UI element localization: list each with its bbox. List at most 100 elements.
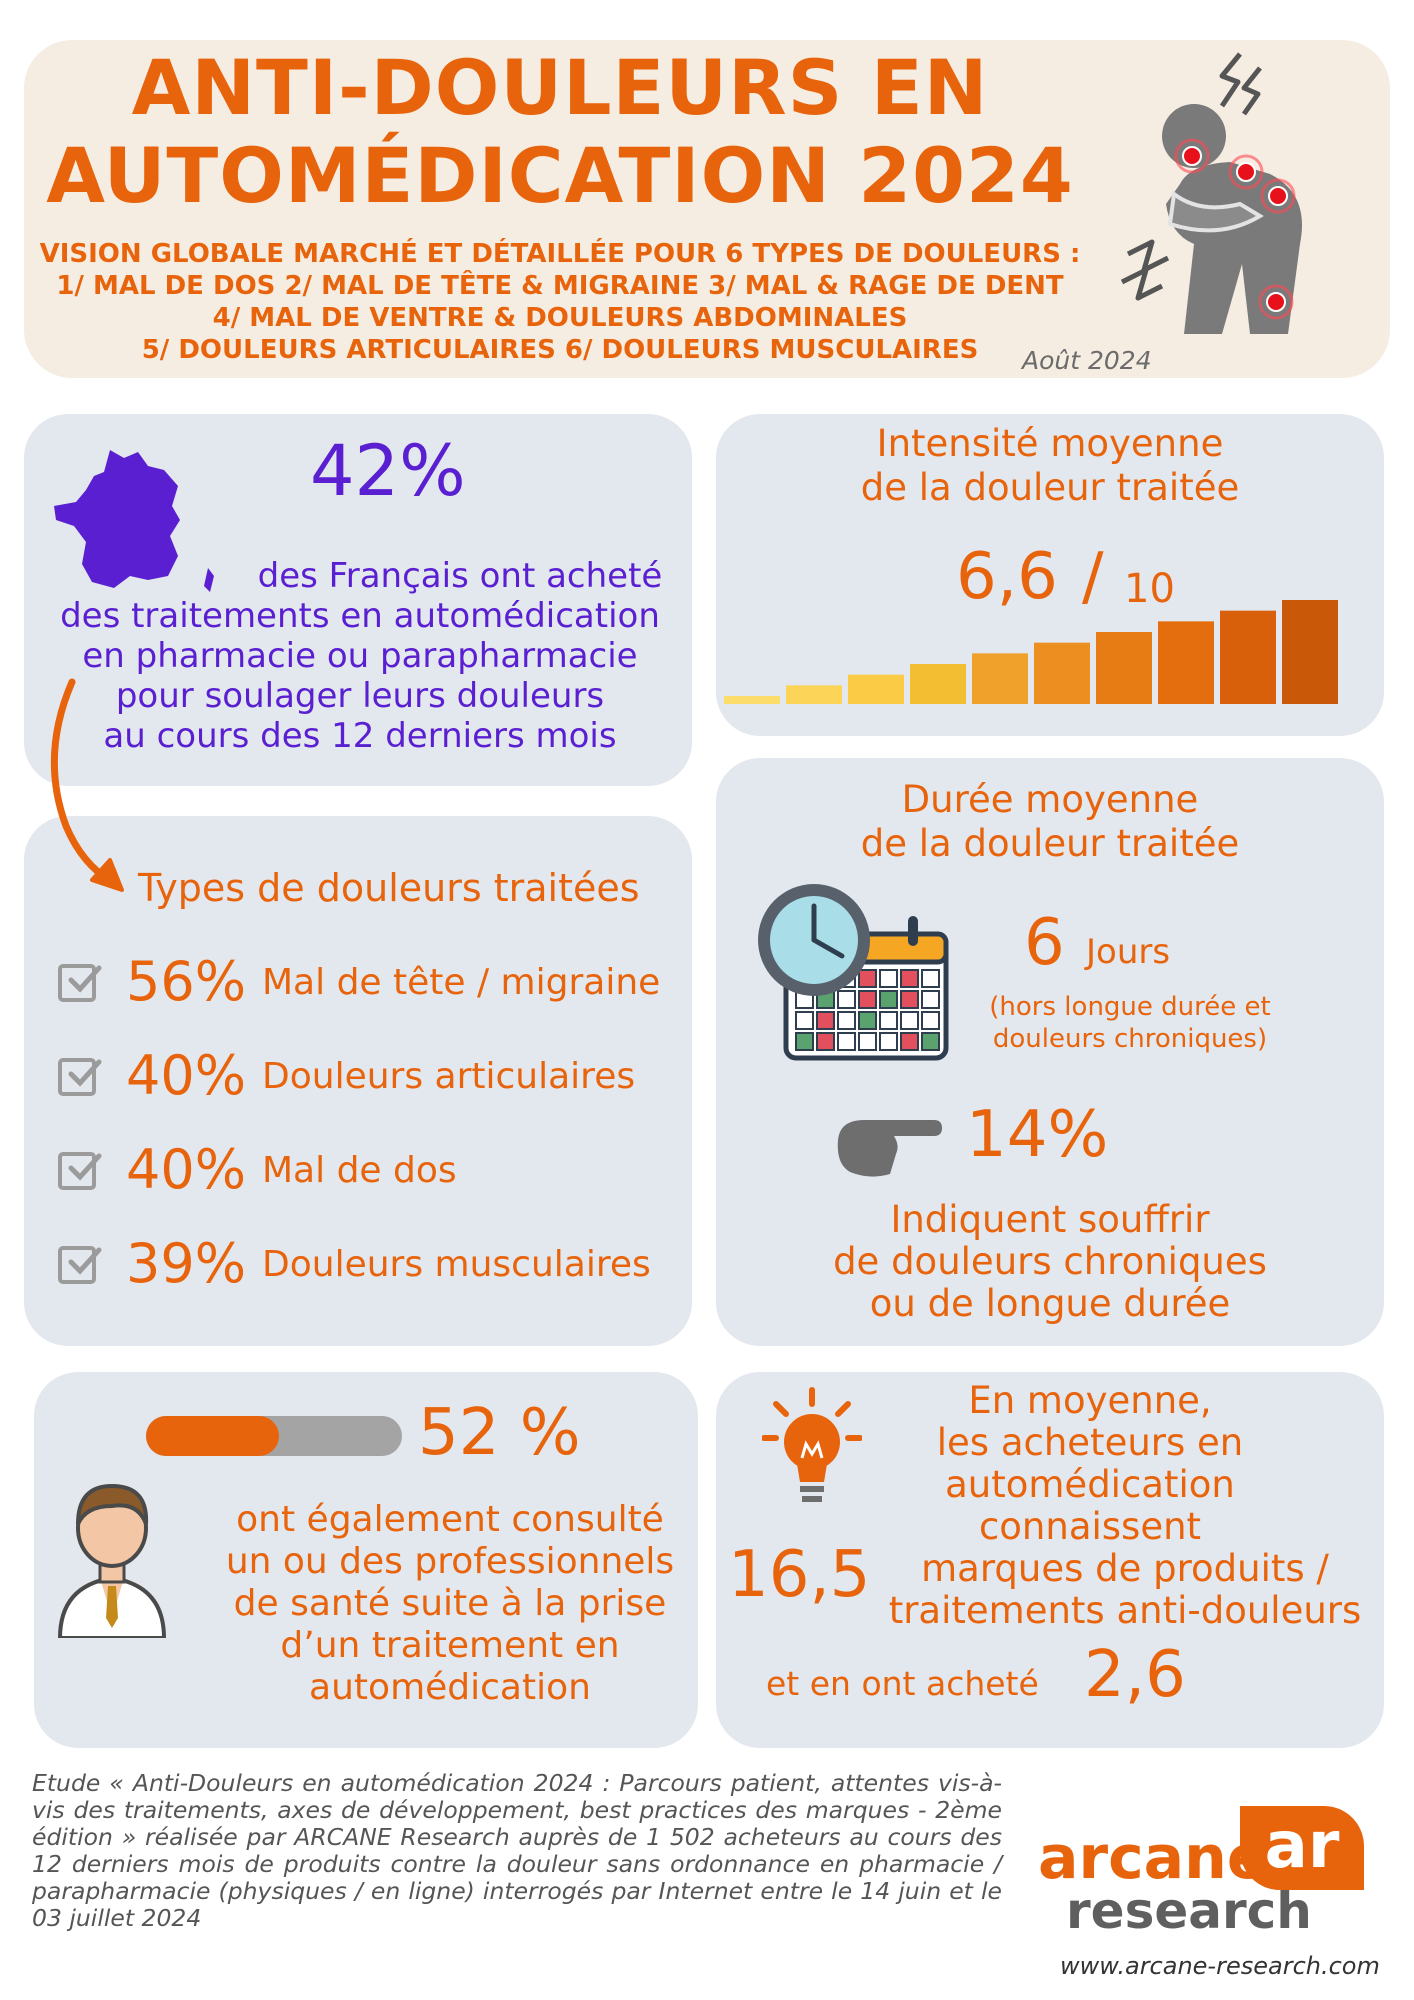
purchase-value: 42% bbox=[310, 430, 466, 512]
intensity-title-1: Intensité moyenne bbox=[876, 422, 1224, 465]
types-card bbox=[24, 816, 692, 1346]
check-icon bbox=[58, 1058, 102, 1096]
duration-value: 6 bbox=[1024, 906, 1065, 980]
calendar-cell bbox=[900, 1032, 919, 1051]
calendar-cell bbox=[795, 1032, 814, 1051]
brands-known-value: 16,5 bbox=[728, 1538, 871, 1612]
intensity-bar bbox=[1220, 610, 1276, 704]
pointing-hand-icon bbox=[837, 1120, 942, 1177]
calendar-cell bbox=[837, 990, 856, 1009]
subtitle-line-4: 5/ DOULEURS ARTICULAIRES 6/ DOULEURS MUS… bbox=[141, 335, 979, 365]
types-title: Types de douleurs traitées bbox=[138, 866, 640, 910]
calendar-cell bbox=[879, 990, 898, 1009]
consult-text-4: d’un traitement en bbox=[280, 1625, 620, 1666]
calendar-cell bbox=[921, 969, 940, 988]
consult-progress-track bbox=[146, 1416, 402, 1456]
consult-text-1: ont également consulté bbox=[236, 1499, 664, 1540]
brands-known-text-1: marques de produits / bbox=[921, 1547, 1329, 1590]
calendar-cell bbox=[795, 1011, 814, 1030]
brands-text-4: connaissent bbox=[978, 1505, 1202, 1548]
type-pct-1: 56% bbox=[126, 950, 247, 1013]
pain-person-icon bbox=[1120, 52, 1302, 334]
study-footnote: Etude « Anti-Douleurs en automédication … bbox=[32, 1769, 1002, 1932]
consult-text-5: automédication bbox=[309, 1667, 591, 1708]
intensity-bar bbox=[1158, 621, 1214, 704]
chronic-value: 14% bbox=[966, 1098, 1109, 1172]
calendar-cell bbox=[858, 969, 877, 988]
header-banner bbox=[24, 40, 1390, 378]
type-pct-2: 40% bbox=[126, 1044, 247, 1107]
intensity-bar bbox=[848, 674, 904, 704]
france-map-icon bbox=[54, 450, 214, 592]
logo-mark: ar bbox=[1240, 1806, 1364, 1890]
intensity-bar bbox=[1282, 600, 1338, 704]
subtitle-line-2: 1/ MAL DE DOS 2/ MAL DE TÊTE & MIGRAINE … bbox=[56, 271, 1064, 301]
duration-title-2: de la douleur traitée bbox=[860, 822, 1240, 865]
arrow-down-icon bbox=[50, 678, 124, 892]
intensity-bar bbox=[786, 685, 842, 704]
consult-text-3: de santé suite à la prise bbox=[233, 1583, 667, 1624]
calendar-cell bbox=[816, 1032, 835, 1051]
website-link[interactable]: www.arcane-research.com bbox=[1060, 1952, 1380, 1980]
intensity-bar bbox=[724, 696, 780, 704]
check-icon bbox=[58, 1246, 102, 1284]
title-line-1: ANTI-DOULEURS EN bbox=[131, 43, 989, 132]
logo-word-research: research bbox=[1066, 1882, 1312, 1940]
chronic-text-3: ou de longue durée bbox=[869, 1282, 1231, 1325]
duration-note-2: douleurs chroniques) bbox=[992, 1024, 1268, 1054]
calendar-cell bbox=[858, 1011, 877, 1030]
intensity-scale-bars bbox=[724, 600, 1338, 704]
consult-text-2: un ou des professionnels bbox=[225, 1541, 675, 1582]
brands-text-1: En moyenne, bbox=[968, 1379, 1212, 1422]
intensity-title-2: de la douleur traitée bbox=[860, 466, 1240, 509]
purchase-text-3: en pharmacie ou parapharmacie bbox=[82, 636, 638, 676]
type-pct-3: 40% bbox=[126, 1138, 247, 1201]
consult-value: 52 % bbox=[418, 1396, 581, 1470]
brands-bought-text: et en ont acheté bbox=[766, 1664, 1039, 1703]
purchase-text-2: des traitements en automédication bbox=[60, 596, 660, 636]
type-label-3: Mal de dos bbox=[262, 1150, 457, 1191]
calendar-cell bbox=[879, 1011, 898, 1030]
intensity-bar bbox=[972, 653, 1028, 704]
logo-word-arcane: arcane bbox=[1038, 1823, 1268, 1893]
clock-calendar-icon bbox=[758, 884, 949, 1061]
date-label: Août 2024 bbox=[1022, 346, 1152, 375]
duration-unit: Jours bbox=[1086, 932, 1171, 972]
check-icon bbox=[58, 964, 102, 1002]
chronic-text-2: de douleurs chroniques bbox=[833, 1240, 1267, 1283]
lightbulb-icon bbox=[762, 1387, 862, 1502]
calendar-cell bbox=[921, 1011, 940, 1030]
calendar-cell bbox=[900, 969, 919, 988]
intensity-value: 6,6 bbox=[956, 540, 1058, 614]
calendar-cell bbox=[816, 1011, 835, 1030]
chronic-text-1: Indiquent souffrir bbox=[890, 1198, 1210, 1241]
type-pct-4: 39% bbox=[126, 1232, 247, 1295]
type-label-1: Mal de tête / migraine bbox=[262, 962, 661, 1003]
calendar-cell bbox=[879, 969, 898, 988]
purchase-text-5: au cours des 12 derniers mois bbox=[103, 716, 617, 756]
doctor-icon bbox=[57, 1483, 167, 1638]
purchase-text-4: pour soulager leurs douleurs bbox=[115, 676, 605, 716]
consult-progress-fill bbox=[146, 1416, 280, 1456]
duration-note-1: (hors longue durée et bbox=[989, 992, 1271, 1022]
calendar-cell bbox=[879, 1032, 898, 1051]
subtitle-line-3: 4/ MAL DE VENTRE & DOULEURS ABDOMINALES bbox=[212, 303, 908, 333]
calendar-cell bbox=[858, 1032, 877, 1051]
intensity-bar bbox=[1096, 632, 1152, 704]
brands-known-text-2: traitements anti-douleurs bbox=[888, 1589, 1362, 1632]
intensity-scale: 10 bbox=[1124, 566, 1175, 612]
purchase-text-1: des Français ont acheté bbox=[257, 556, 663, 596]
intensity-slash: / bbox=[1082, 540, 1104, 614]
brands-bought-value: 2,6 bbox=[1084, 1638, 1186, 1712]
type-label-4: Douleurs musculaires bbox=[262, 1244, 651, 1285]
title-line-2: AUTOMÉDICATION 2024 bbox=[46, 131, 1074, 220]
calendar-cell bbox=[900, 1011, 919, 1030]
calendar-cell bbox=[900, 990, 919, 1009]
brands-text-3: automédication bbox=[945, 1463, 1235, 1506]
check-icon bbox=[58, 1152, 102, 1190]
subtitle-line-1: VISION GLOBALE MARCHÉ ET DÉTAILLÉE POUR … bbox=[39, 239, 1081, 269]
duration-title-1: Durée moyenne bbox=[901, 778, 1199, 821]
calendar-cell bbox=[837, 1032, 856, 1051]
calendar-cell bbox=[837, 1011, 856, 1030]
intensity-bar bbox=[1034, 642, 1090, 704]
